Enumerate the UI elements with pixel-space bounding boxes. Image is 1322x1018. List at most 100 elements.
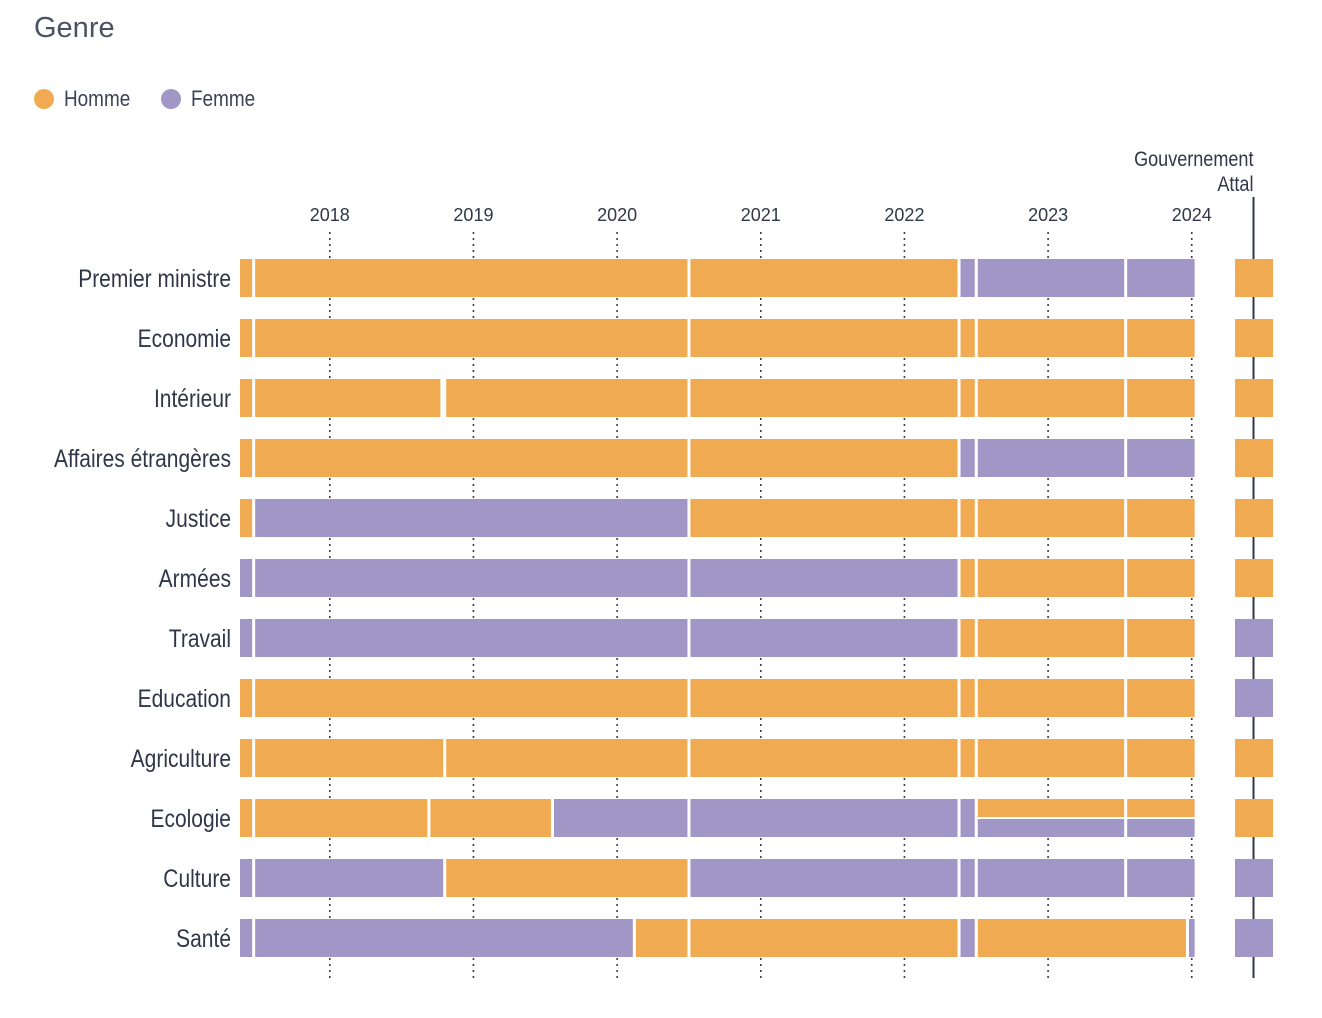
segment-separator: [252, 679, 256, 717]
bar-segment-femme: [253, 619, 689, 657]
legend-item-femme: Femme: [161, 86, 266, 112]
segment-separator: [1124, 379, 1128, 417]
bar-segment-homme: [688, 259, 960, 297]
bar-segment-homme: [1125, 499, 1195, 537]
attal-segment-homme: [1235, 439, 1273, 477]
bar-segment-homme: [240, 679, 254, 717]
bar-segment-femme: [976, 259, 1126, 297]
segment-separator: [974, 799, 978, 837]
bar-segment-homme: [688, 679, 960, 717]
segment-separator: [1124, 619, 1128, 657]
row-label: Santé: [176, 924, 231, 952]
attal-segment-femme: [1235, 919, 1273, 957]
segment-separator: [687, 559, 691, 597]
bar-segment-femme: [959, 259, 977, 297]
attal-segment-femme: [1235, 619, 1273, 657]
bar-segment-homme: [1125, 739, 1195, 777]
attal-label-1: Attal: [1217, 173, 1253, 197]
tick-label-2020: 2020: [597, 205, 637, 225]
bar-segment-homme: [976, 619, 1126, 657]
segment-separator: [252, 259, 256, 297]
bar-segment-femme: [959, 799, 977, 837]
segment-separator: [1124, 739, 1128, 777]
bar-segment-femme: [253, 499, 689, 537]
bar-segment-femme: [976, 819, 1126, 837]
segment-separator: [957, 919, 961, 957]
segment-separator: [252, 739, 256, 777]
bar-segment-femme: [240, 559, 254, 597]
row-label: Armées: [159, 564, 231, 592]
bar-segment-homme: [959, 319, 977, 357]
segment-separator: [443, 859, 447, 897]
bar-segment-homme: [976, 559, 1126, 597]
bar-segment-homme: [1125, 799, 1195, 817]
segment-separator: [1124, 499, 1128, 537]
segment-separator: [687, 499, 691, 537]
bar-segment-homme: [688, 379, 960, 417]
bar-segment-femme: [1125, 859, 1195, 897]
segment-separator: [957, 799, 961, 837]
tick-label-2024: 2024: [1172, 205, 1212, 225]
segment-separator: [974, 439, 978, 477]
bar-segment-femme: [976, 859, 1126, 897]
chart-title: Genre: [34, 12, 115, 44]
segment-separator: [957, 439, 961, 477]
segment-separator: [687, 619, 691, 657]
row-label: Travail: [169, 624, 231, 652]
bar-segment-homme: [240, 799, 254, 837]
legend-swatch-femme: [161, 89, 182, 109]
attal-segment-homme: [1235, 499, 1273, 537]
attal-segment-homme: [1235, 259, 1273, 297]
bar-segment-homme: [444, 859, 689, 897]
bar-segment-homme: [444, 739, 689, 777]
bar-segment-homme: [959, 499, 977, 537]
row-label: Affaires étrangères: [54, 444, 231, 472]
bar-segment-homme: [976, 799, 1126, 817]
bar-segment-femme: [1125, 259, 1195, 297]
tick-label-2021: 2021: [741, 205, 781, 225]
bar-segment-femme: [688, 559, 960, 597]
attal-segment-homme: [1235, 739, 1273, 777]
segment-separator: [957, 379, 961, 417]
bar-segment-femme: [959, 859, 977, 897]
bar-segment-homme: [253, 259, 689, 297]
row-label: Premier ministre: [78, 264, 231, 292]
legend: Homme Femme: [34, 86, 286, 112]
bar-segment-homme: [428, 799, 553, 837]
bar-segment-homme: [688, 319, 960, 357]
bar-segment-homme: [240, 439, 254, 477]
bar-segment-homme: [959, 559, 977, 597]
segment-separator: [252, 619, 256, 657]
tick-label-2022: 2022: [884, 205, 924, 225]
bar-segment-femme: [1187, 919, 1195, 957]
bar-segment-femme: [976, 439, 1126, 477]
bar-segment-femme: [688, 619, 960, 657]
segment-separator: [252, 439, 256, 477]
segment-separator: [687, 439, 691, 477]
legend-swatch-homme: [34, 89, 54, 109]
segment-separator: [632, 919, 636, 957]
bar-segment-homme: [253, 319, 689, 357]
bar-segment-homme: [1125, 679, 1195, 717]
bar-segment-homme: [240, 739, 254, 777]
segment-separator: [957, 499, 961, 537]
segment-separator: [957, 679, 961, 717]
bar-segment-femme: [240, 619, 254, 657]
segment-separator: [1124, 679, 1128, 717]
bar-segment-homme: [253, 799, 429, 837]
segment-separator: [252, 559, 256, 597]
bar-segment-femme: [253, 919, 635, 957]
attal-segment-homme: [1235, 379, 1273, 417]
segment-separator: [687, 919, 691, 957]
bar-segment-homme: [688, 919, 960, 957]
bar-segment-homme: [253, 439, 689, 477]
segment-separator: [252, 319, 256, 357]
attal-label-0: Gouvernement: [1134, 148, 1254, 172]
legend-label-homme: Homme: [64, 86, 131, 111]
bar-segment-homme: [976, 319, 1126, 357]
segment-separator: [974, 319, 978, 357]
attal-segment-femme: [1235, 859, 1273, 897]
segment-separator: [1124, 319, 1128, 357]
segment-separator: [252, 379, 256, 417]
bar-segment-homme: [1125, 319, 1195, 357]
